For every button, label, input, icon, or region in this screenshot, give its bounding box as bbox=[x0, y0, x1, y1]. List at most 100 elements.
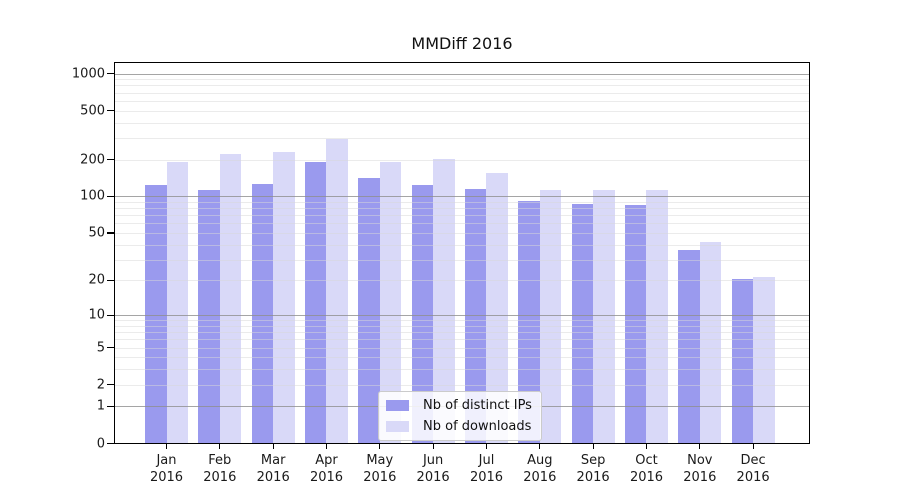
x-tick-year: 2016 bbox=[203, 470, 237, 485]
y-tick-label: 1000 bbox=[71, 66, 105, 81]
bar-distinct-ips bbox=[358, 178, 380, 443]
gridline-minor bbox=[115, 159, 809, 161]
x-tick-year: 2016 bbox=[523, 470, 557, 485]
bar-downloads bbox=[486, 173, 508, 443]
x-tick-month: May bbox=[366, 453, 394, 468]
legend-item-distinct-ips: Nb of distinct IPs bbox=[386, 398, 532, 413]
y-tick bbox=[107, 314, 114, 316]
x-tick-year: 2016 bbox=[576, 470, 610, 485]
legend-item-downloads: Nb of downloads bbox=[386, 419, 532, 434]
y-tick bbox=[107, 442, 114, 445]
legend-label-distinct-ips: Nb of distinct IPs bbox=[423, 398, 532, 413]
bar-downloads bbox=[166, 162, 188, 443]
x-tick-month: Dec bbox=[740, 453, 766, 468]
gridline-minor bbox=[115, 339, 809, 341]
x-tick-label: Oct 2016 bbox=[615, 452, 679, 486]
bar-downloads bbox=[219, 153, 242, 443]
gridline-minor bbox=[115, 232, 809, 234]
bar-distinct-ips bbox=[624, 204, 647, 443]
y-tick-label: 500 bbox=[80, 103, 105, 119]
bar-downloads bbox=[753, 276, 775, 443]
gridline-minor bbox=[115, 100, 809, 102]
gridline-minor bbox=[115, 223, 809, 225]
x-tick-year: 2016 bbox=[416, 470, 450, 485]
y-tick bbox=[107, 72, 114, 75]
y-tick-label: 1 bbox=[96, 398, 105, 414]
bar-distinct-ips bbox=[731, 279, 754, 443]
x-tick-label: Nov 2016 bbox=[668, 452, 732, 486]
x-tick-year: 2016 bbox=[683, 470, 717, 485]
x-tick-label: Jan 2016 bbox=[135, 452, 199, 486]
x-tick-label: Dec 2016 bbox=[721, 452, 785, 486]
bar-distinct-ips bbox=[678, 249, 700, 443]
gridline-minor bbox=[115, 259, 809, 261]
gridline-minor bbox=[115, 110, 809, 112]
x-tick-month: Feb bbox=[208, 453, 232, 468]
y-tick bbox=[107, 405, 114, 408]
x-tick-label: Sep 2016 bbox=[561, 452, 625, 486]
bar-downloads bbox=[699, 241, 722, 443]
x-tick bbox=[539, 443, 541, 449]
y-tick-label: 10 bbox=[88, 307, 105, 323]
gridline-decade bbox=[115, 315, 809, 317]
gridline-minor bbox=[115, 384, 809, 386]
x-tick bbox=[645, 443, 648, 449]
gridline-minor bbox=[115, 332, 809, 334]
x-tick bbox=[379, 443, 381, 449]
x-tick-year: 2016 bbox=[629, 470, 664, 485]
x-tick-label: Mar 2016 bbox=[241, 452, 305, 486]
y-tick-label: 50 bbox=[88, 225, 105, 241]
y-tick bbox=[107, 346, 114, 349]
bar-downloads bbox=[539, 190, 562, 443]
gridline-minor bbox=[115, 357, 809, 359]
plot-area: 1000 500 200 100 50 20 10 5 2 1 0 Jan 2016 Feb 2016 Mar… bbox=[72, 62, 810, 485]
x-tick-month: Jun bbox=[422, 453, 444, 468]
x-tick-year: 2016 bbox=[363, 470, 397, 485]
gridline-minor bbox=[115, 208, 809, 210]
bar-distinct-ips bbox=[251, 183, 274, 443]
gridline-decade bbox=[115, 73, 809, 75]
bar-distinct-ips bbox=[518, 200, 540, 443]
x-tick-year: 2016 bbox=[736, 470, 770, 485]
x-tick-month: Apr bbox=[315, 453, 338, 468]
y-tick bbox=[107, 232, 114, 234]
gridline-minor bbox=[115, 85, 809, 87]
gridline-minor bbox=[115, 79, 809, 81]
x-tick-label: Feb 2016 bbox=[188, 452, 252, 486]
x-tick-label: Aug 2016 bbox=[508, 452, 572, 486]
x-tick-month: Aug bbox=[527, 453, 553, 468]
gridline-minor bbox=[115, 320, 809, 322]
legend: Nb of distinct IPs Nb of downloads bbox=[378, 391, 542, 441]
x-tick-month: Jul bbox=[478, 453, 495, 468]
gridline-minor bbox=[115, 244, 809, 246]
gridline-minor bbox=[115, 201, 809, 203]
gridline-minor bbox=[115, 92, 809, 94]
x-tick bbox=[485, 443, 488, 449]
x-tick-label: Apr 2016 bbox=[295, 452, 359, 486]
x-tick-year: 2016 bbox=[256, 470, 290, 485]
bar-downloads bbox=[379, 161, 402, 443]
x-tick-year: 2016 bbox=[309, 470, 344, 485]
x-tick bbox=[165, 443, 168, 449]
chart-title: MMDiff 2016 bbox=[411, 34, 513, 53]
y-tick-label: 5 bbox=[96, 340, 105, 355]
gridline-minor bbox=[115, 122, 809, 124]
bar-distinct-ips bbox=[145, 184, 167, 443]
x-tick bbox=[272, 443, 274, 449]
gridline-minor bbox=[115, 347, 809, 349]
gridline-minor bbox=[115, 137, 809, 139]
x-tick-year: 2016 bbox=[469, 470, 504, 485]
bar-downloads bbox=[646, 189, 668, 443]
x-tick bbox=[432, 443, 434, 449]
x-tick bbox=[752, 443, 754, 449]
legend-label-downloads: Nb of downloads bbox=[423, 419, 532, 434]
gridline-minor bbox=[115, 325, 809, 327]
x-tick-month: Oct bbox=[635, 453, 658, 468]
x-tick-month: Jan bbox=[156, 453, 177, 468]
y-tick bbox=[107, 279, 114, 282]
x-tick bbox=[325, 443, 328, 449]
x-tick-year: 2016 bbox=[149, 470, 184, 485]
y-tick-label: 0 bbox=[96, 436, 105, 451]
y-tick-label: 2 bbox=[96, 377, 105, 393]
